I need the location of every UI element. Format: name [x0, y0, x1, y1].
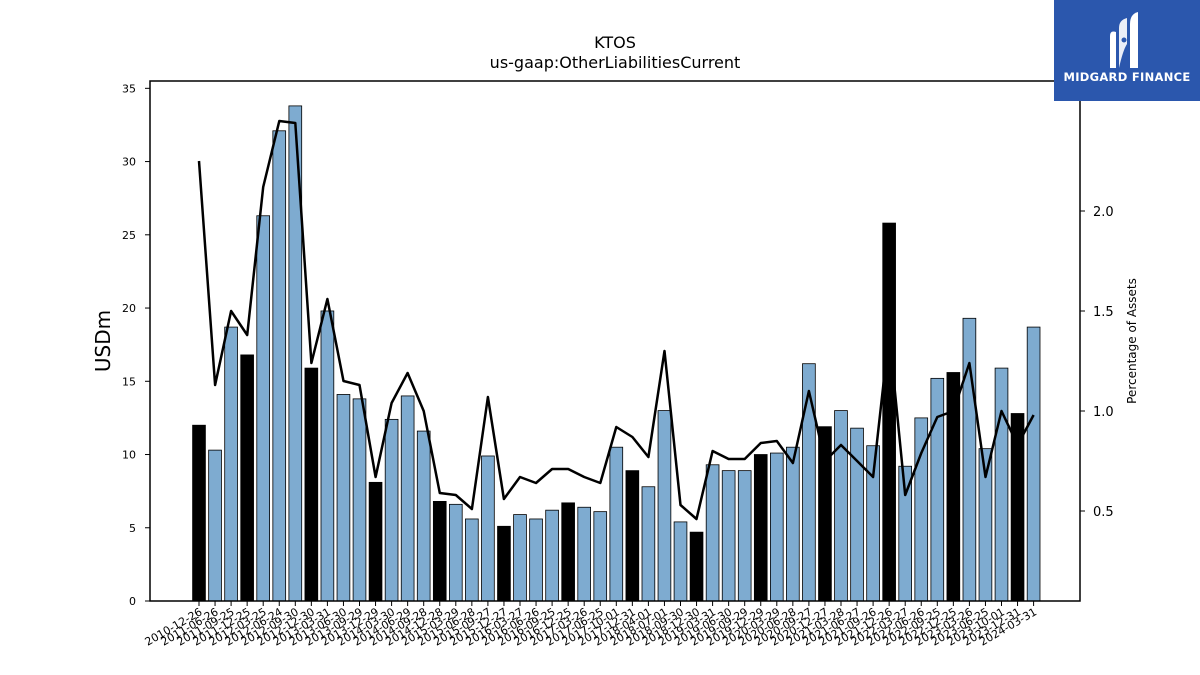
brand-name: MIDGARD FINANCE: [1063, 70, 1191, 84]
plot-frame: [149, 80, 1081, 602]
bar: [352, 398, 367, 602]
bar: [432, 500, 447, 602]
bar: [625, 470, 640, 602]
y2-tick-label: 0.5: [1093, 505, 1114, 520]
bar: [577, 506, 591, 602]
bar: [368, 481, 383, 602]
bar: [545, 509, 559, 602]
bar: [513, 514, 527, 602]
bar: [994, 367, 1009, 602]
y-tick-label: 10: [122, 449, 136, 462]
bar: [786, 446, 800, 602]
chart-subtitle: us-gaap:OtherLiabilitiesCurrent: [490, 53, 741, 72]
y-axis: 0 5 10 15 20 25 30 35: [122, 82, 150, 608]
bar: [705, 464, 720, 602]
bar: [416, 430, 431, 602]
bar: [320, 310, 335, 602]
bar: [481, 455, 495, 602]
bar: [962, 317, 977, 602]
x-axis: 2010-12-262011-06-262011-09-252011-12-25…: [143, 601, 1039, 649]
bar: [770, 452, 784, 602]
bar: [224, 326, 238, 602]
bar: [1010, 413, 1025, 602]
y2-axis: 0.5 1.0 1.5 2.0: [1080, 205, 1114, 520]
bar: [1026, 326, 1041, 602]
bar: [818, 426, 832, 602]
bar: [930, 377, 945, 602]
bar: [448, 503, 463, 602]
bar: [465, 518, 479, 602]
y-axis-label: USDm: [91, 310, 115, 372]
pct-assets-line: [197, 119, 1035, 521]
bar: [673, 521, 688, 602]
bar: [946, 372, 961, 602]
midgard-logo-icon: [1110, 12, 1138, 68]
bar-series: [192, 105, 1041, 602]
y2-tick-label: 1.5: [1093, 305, 1114, 320]
bar: [336, 394, 351, 602]
y-tick-label: 25: [122, 229, 136, 242]
brand-logo: MIDGARD FINANCE: [1054, 0, 1200, 101]
bar: [689, 531, 704, 602]
bar: [400, 395, 415, 602]
bar: [753, 454, 768, 602]
bar: [593, 511, 608, 602]
bar: [497, 525, 511, 602]
bar: [192, 424, 206, 602]
bar: [834, 410, 848, 602]
bar: [882, 222, 896, 602]
y-tick-label: 5: [129, 522, 136, 535]
chart-title: KTOS: [594, 33, 636, 52]
bar: [208, 449, 222, 602]
bar: [561, 502, 575, 602]
y-tick-label: 15: [122, 375, 136, 388]
y2-tick-label: 2.0: [1093, 205, 1114, 220]
bar: [641, 486, 656, 602]
bar: [721, 470, 736, 602]
bar: [256, 215, 270, 602]
bar: [850, 427, 864, 602]
bar: [802, 363, 816, 602]
y-tick-label: 0: [129, 595, 136, 608]
bar: [384, 418, 399, 602]
y-tick-label: 30: [122, 156, 136, 169]
bar: [304, 367, 319, 602]
y-tick-label: 20: [122, 302, 136, 315]
bar: [240, 354, 254, 602]
bar: [657, 410, 672, 602]
y2-axis-label: Percentage of Assets: [1125, 278, 1139, 404]
line-series: [197, 119, 1035, 521]
y2-tick-label: 1.0: [1093, 405, 1114, 420]
bar: [272, 130, 287, 602]
y-tick-label: 35: [122, 82, 136, 95]
bar: [609, 446, 624, 602]
bar: [737, 470, 752, 602]
bar: [529, 518, 543, 602]
